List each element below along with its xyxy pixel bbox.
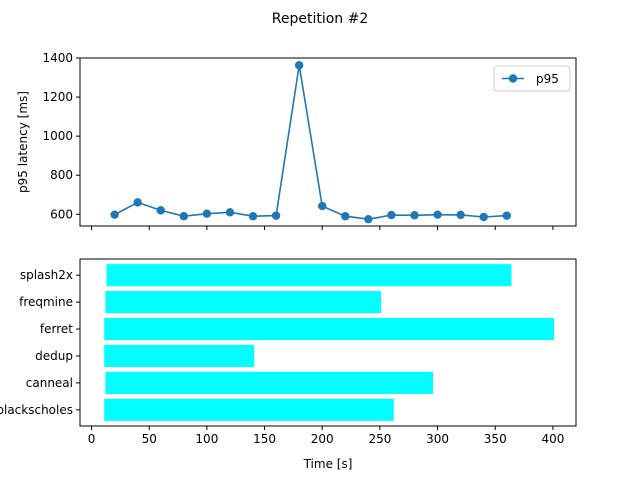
y-tick-label: 1400 [42,51,73,65]
data-point [110,210,119,219]
data-point [248,212,258,221]
x-tick-label: 50 [142,432,157,446]
x-tick-label: 200 [311,432,334,446]
x-tick-label: 100 [195,432,218,446]
y-tick-label: 1200 [42,90,73,104]
data-point [294,61,304,70]
category-label: splash2x [20,268,73,282]
x-tick-label: 0 [88,432,96,446]
data-point [502,211,511,220]
category-label: blackscholes [0,403,73,417]
category-label: freqmine [19,295,73,309]
x-tick-label: 400 [541,432,564,446]
data-point [364,214,373,224]
data-point [318,201,327,211]
x-tick-label: 250 [368,432,391,446]
y-tick-label: 800 [50,168,73,182]
y-tick-label: 1000 [42,129,73,143]
category-label: ferret [40,322,73,336]
bar-splash2x [106,264,512,287]
bar-ferret [104,317,555,341]
data-point [341,212,350,221]
line-plot-frame [79,57,577,227]
data-point [479,212,488,222]
x-tick-label: 300 [426,432,449,446]
data-point [387,210,396,220]
data-point [133,198,142,207]
category-label: dedup [35,349,73,363]
data-point [433,210,442,219]
bar-blackscholes [104,398,394,421]
y-tick-label: 600 [50,207,73,221]
data-point [225,208,235,217]
series-line-p95 [114,65,507,221]
latency-line-plot: 600 800 1000 1200 1400 p95 latency [ms] p95 [16,51,577,230]
bar-freqmine [105,291,382,314]
bar-canneal [105,371,433,394]
figure-title: Repetition #2 [272,11,369,27]
bar-plot-frame [79,258,577,427]
legend-label: p95 [536,72,559,86]
legend-box [493,65,571,92]
data-point [179,212,189,221]
data-point [202,209,212,218]
x-tick-label: 150 [253,432,276,446]
data-point [410,211,419,220]
legend-marker-swatch [508,74,518,83]
category-label: canneal [26,376,73,390]
x-axis-label: Time [s] [303,457,353,471]
data-point [456,210,465,220]
data-point [156,206,165,215]
data-point [271,211,281,220]
y-axis-label: p95 latency [ms] [16,91,30,193]
x-tick-label: 350 [484,432,507,446]
benchmark-bar-plot: blackscholes canneal dedup ferret freqmine sp… [0,258,577,471]
bar-dedup [104,344,255,368]
